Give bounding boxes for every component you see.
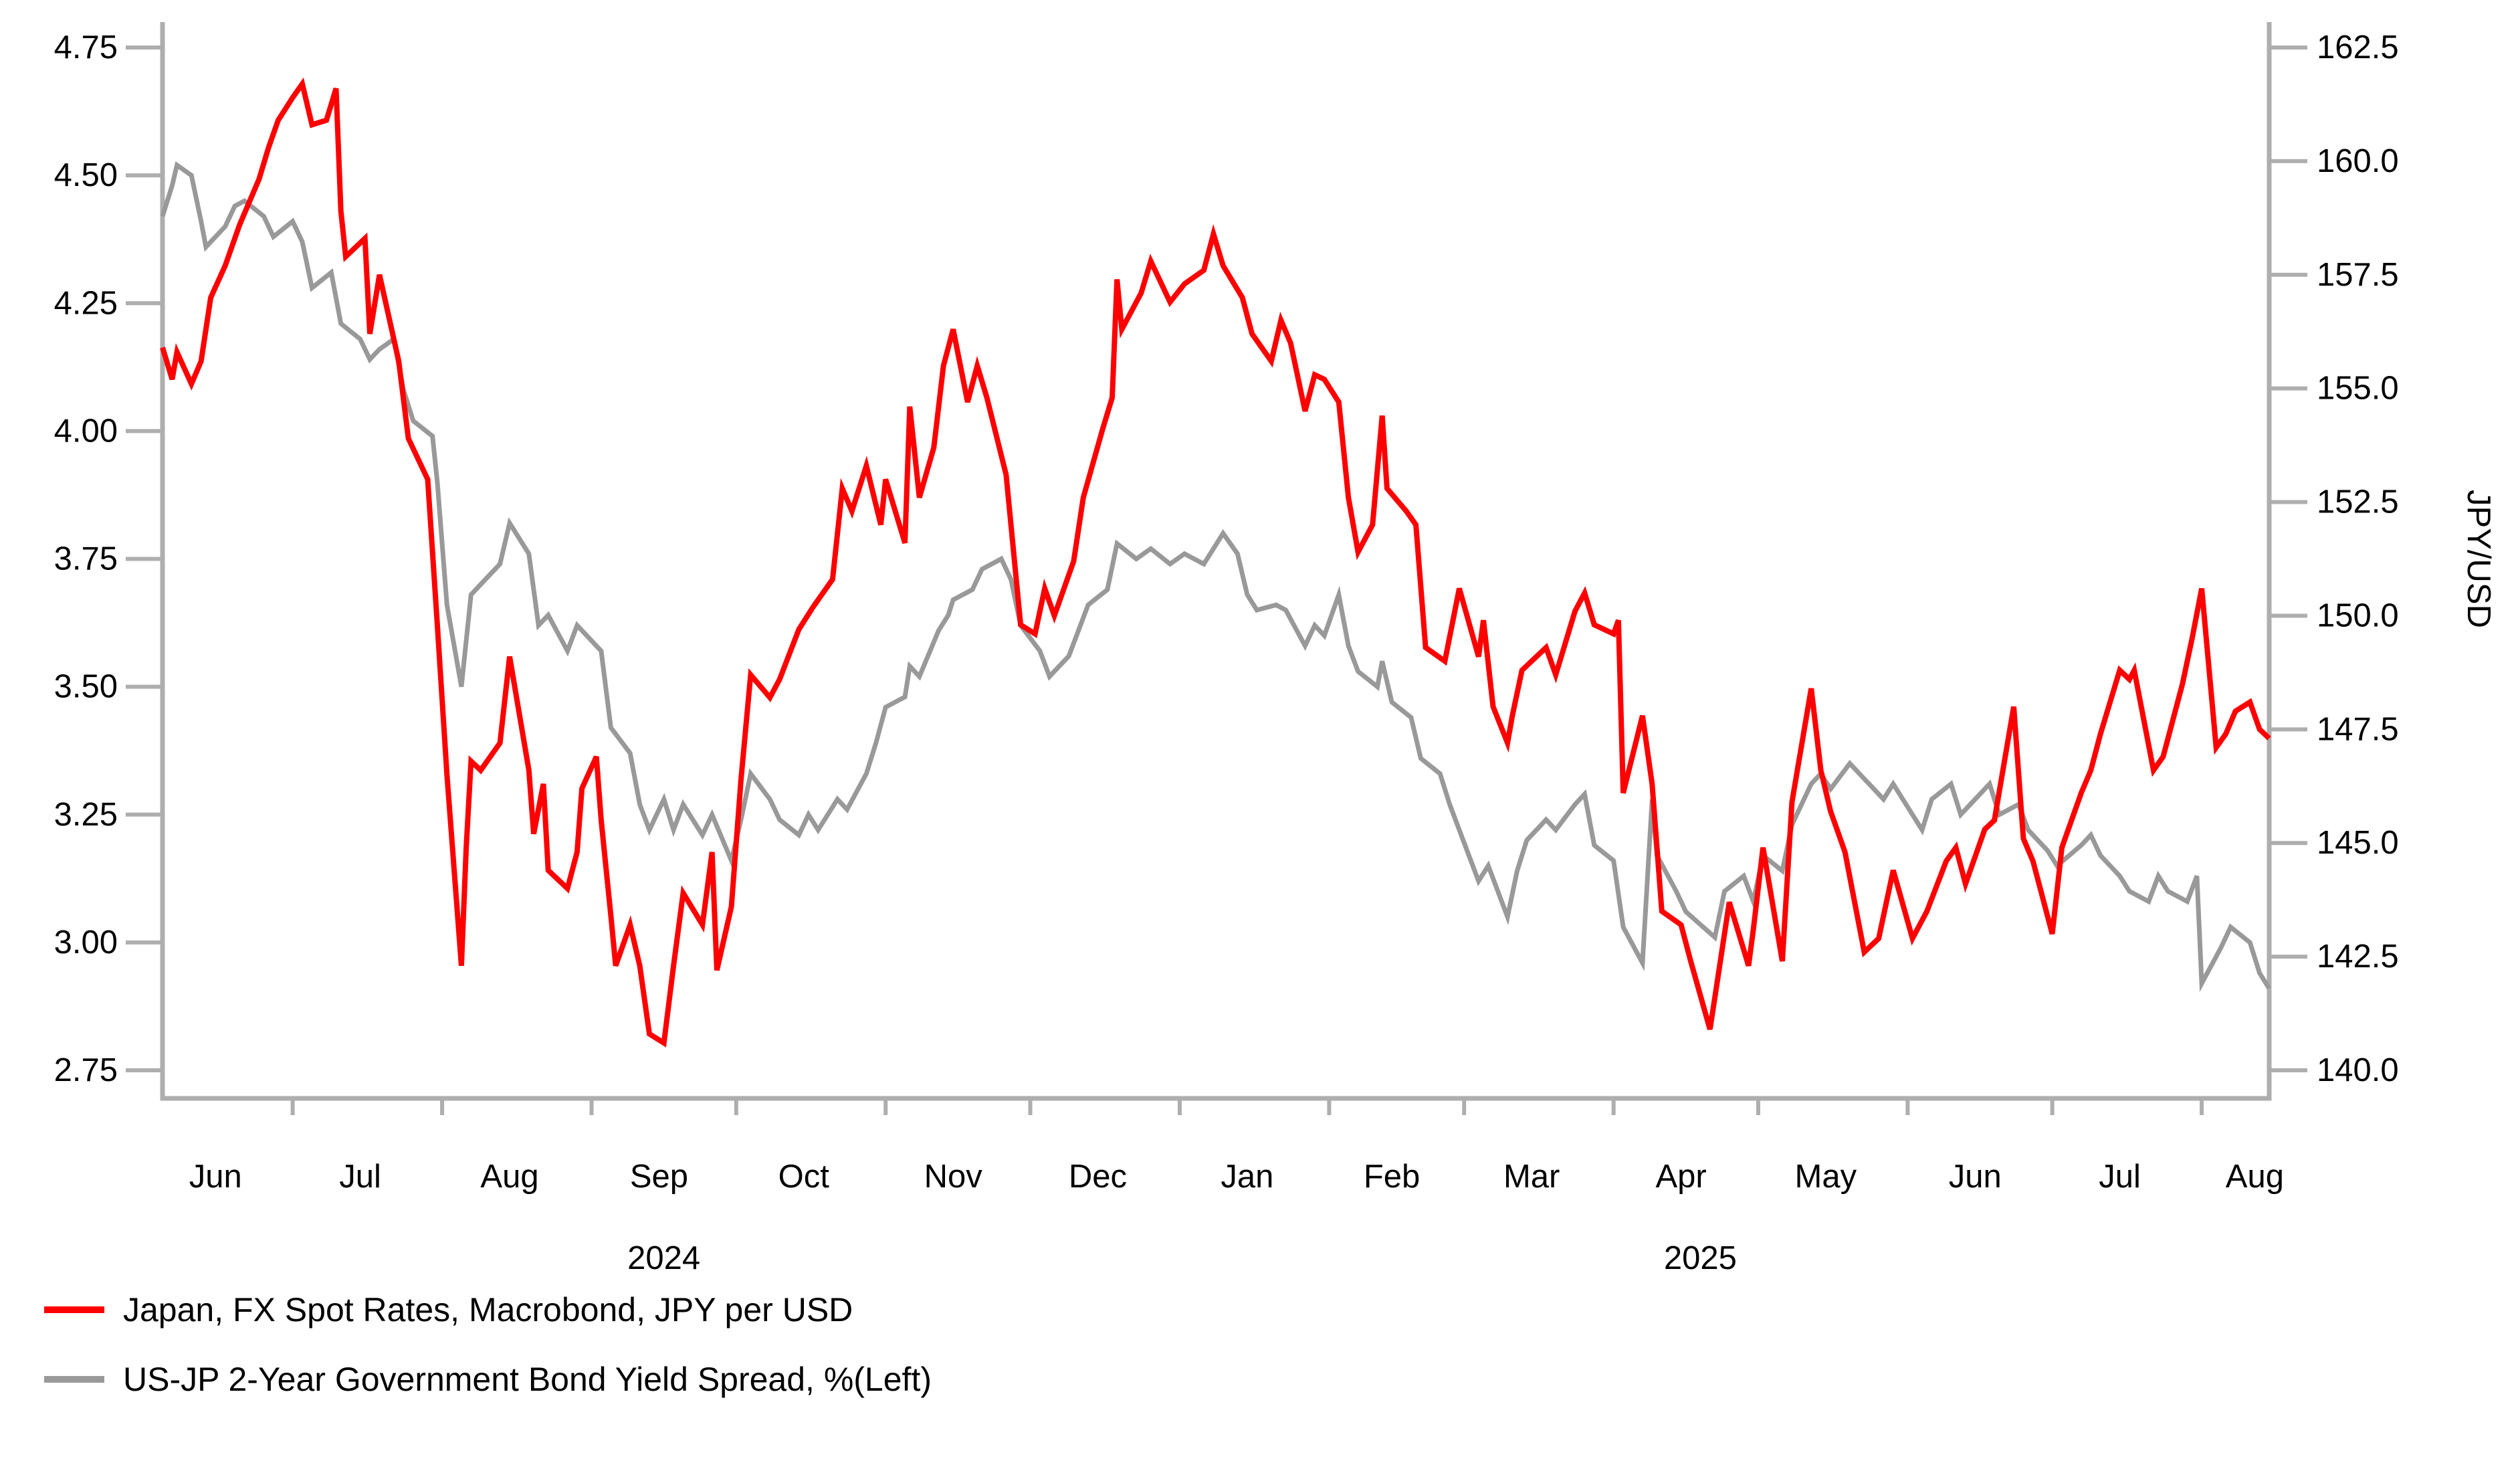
left-tick-label: 3.50 [54,669,118,705]
month-label: Jun [189,1159,242,1195]
legend-swatch-gray-line [44,1376,104,1383]
left-tick-label: 3.75 [54,541,118,577]
right-axis: 162.5 160.0 157.5 155.0 152.5 150.0 147.5 145.0… [2269,29,2399,1088]
left-axis: 4.75 4.50 4.25 4.00 3.75 3.50 3.25 3.00 2.75 [54,29,163,1088]
right-tick-label: 160.0 [2317,143,2399,179]
month-label: Dec [1069,1159,1127,1195]
right-tick-label: 142.5 [2317,939,2399,975]
legend-item-spread: US-JP 2-Year Government Bond Yield Sprea… [44,1357,932,1401]
month-label: Oct [778,1159,830,1195]
month-label: Feb [1364,1159,1420,1195]
right-tick-label: 162.5 [2317,29,2399,66]
series-line-spread [160,161,2271,992]
left-tick-label: 4.25 [54,285,118,321]
chart-legend: Japan, FX Spot Rates, Macrobond, JPY per… [44,1288,932,1401]
left-tick-label: 4.75 [54,29,118,66]
month-label: May [1795,1159,1857,1195]
right-tick-label: 147.5 [2317,711,2399,747]
month-label: Nov [924,1159,983,1195]
month-label: Apr [1655,1159,1706,1195]
legend-label-spread: US-JP 2-Year Government Bond Yield Sprea… [123,1361,932,1398]
year-label: 2025 [1664,1240,1737,1276]
right-axis-title: JPY/USD [2460,490,2497,628]
left-tick-label: 2.75 [54,1052,118,1088]
month-label: Jan [1221,1159,1273,1195]
left-tick-label: 3.00 [54,924,118,961]
right-tick-label: 145.0 [2317,825,2399,861]
legend-label-usdjpy: Japan, FX Spot Rates, Macrobond, JPY per… [123,1291,853,1329]
year-label: 2024 [627,1240,700,1276]
left-tick-label: 4.00 [54,413,118,449]
right-tick-label: 157.5 [2317,257,2399,293]
right-tick-label: 152.5 [2317,484,2399,520]
month-label: Jun [1949,1159,2002,1195]
month-label: Jul [2099,1159,2141,1195]
right-tick-label: 155.0 [2317,371,2399,407]
x-axis-month-labels: Jun Jul Aug Sep Oct Nov Dec Jan Feb Mar Apr May Jun J… [189,1159,2284,1195]
left-tick-label: 4.50 [54,157,118,193]
month-label: Aug [2226,1159,2284,1195]
x-axis-ticks [290,1098,2204,1115]
legend-item-usdjpy: Japan, FX Spot Rates, Macrobond, JPY per… [44,1288,932,1332]
month-label: Jul [339,1159,381,1195]
right-tick-label: 150.0 [2317,597,2399,633]
month-label: Aug [480,1159,538,1195]
left-tick-label: 3.25 [54,797,118,833]
x-axis-year-labels: 2024 2025 [627,1240,1737,1276]
month-label: Mar [1503,1159,1560,1195]
right-tick-label: 140.0 [2317,1052,2399,1088]
axis-frame [160,22,2272,1101]
series-line-usdjpy [160,77,2271,1048]
legend-swatch-red-line [44,1306,104,1313]
month-label: Sep [630,1159,688,1195]
